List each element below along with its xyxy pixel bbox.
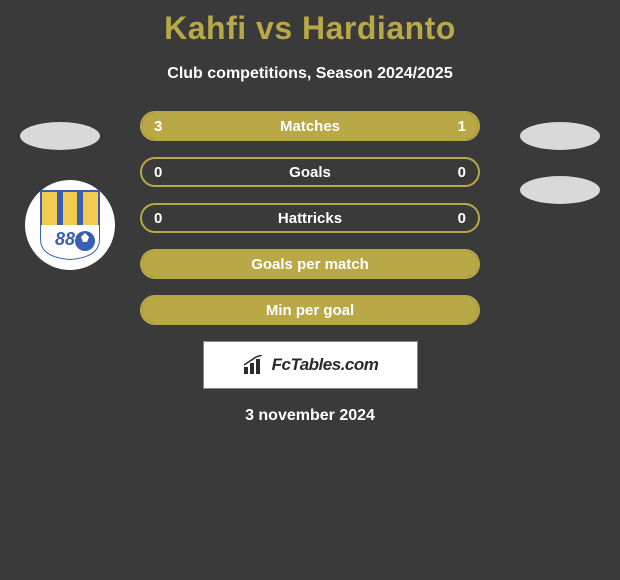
stat-label: Matches — [142, 118, 478, 135]
svg-text:88: 88 — [55, 229, 75, 249]
stat-row: 31Matches — [140, 111, 480, 141]
date-label: 3 november 2024 — [0, 407, 620, 425]
stat-label: Hattricks — [142, 210, 478, 227]
stat-row: 00Hattricks — [140, 203, 480, 233]
brand-label: FcTables.com — [272, 355, 379, 375]
stat-label: Goals per match — [142, 256, 478, 273]
club-badge-left: 88 — [25, 180, 115, 270]
club-badge-right-placeholder — [520, 176, 600, 204]
page-title: Kahfi vs Hardianto — [0, 0, 620, 47]
stats-container: 31Matches 00Goals 00Hattricks Goals per mat… — [140, 111, 480, 325]
stat-label: Goals — [142, 164, 478, 181]
stat-row: 00Goals — [140, 157, 480, 187]
player-right-avatar-placeholder — [520, 122, 600, 150]
chart-icon — [242, 355, 266, 375]
stat-label: Min per goal — [142, 302, 478, 319]
brand-box[interactable]: FcTables.com — [203, 341, 418, 389]
subtitle: Club competitions, Season 2024/2025 — [0, 65, 620, 83]
club-shield-icon: 88 — [39, 189, 101, 261]
stat-row: Goals per match — [140, 249, 480, 279]
player-left-avatar-placeholder — [20, 122, 100, 150]
stat-row: Min per goal — [140, 295, 480, 325]
